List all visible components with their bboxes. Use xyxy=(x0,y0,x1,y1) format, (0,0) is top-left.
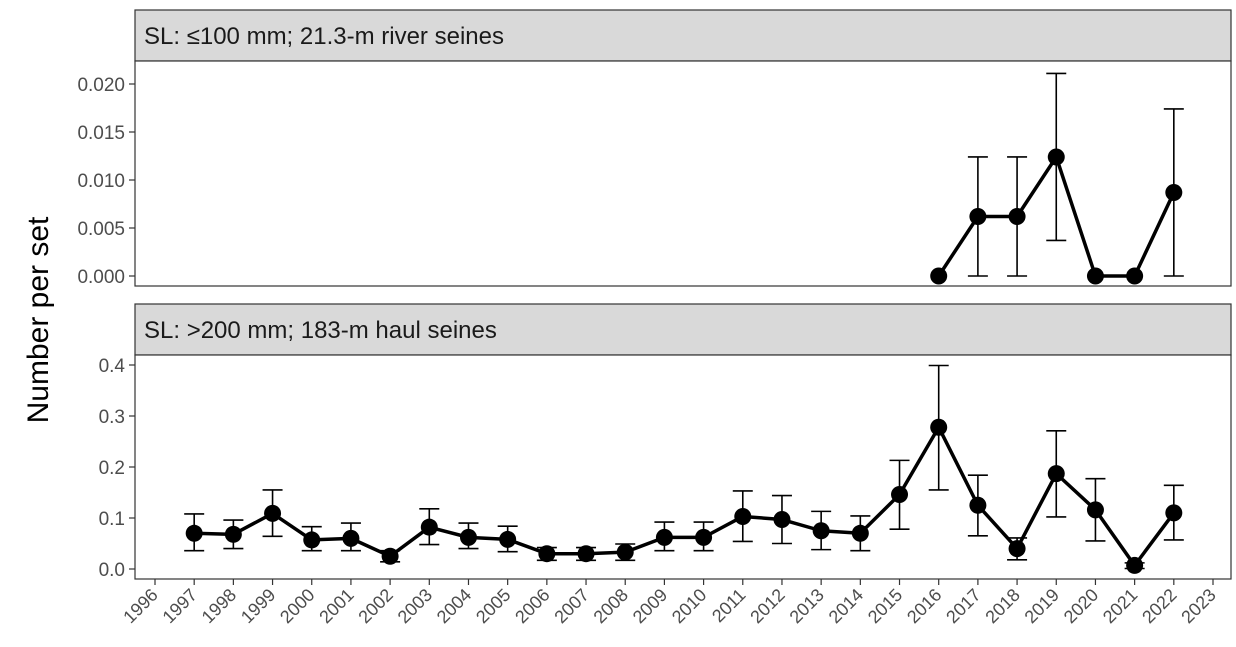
panel-1-series xyxy=(930,72,1184,285)
data-point xyxy=(499,530,517,548)
x-tick-label: 2010 xyxy=(668,585,710,627)
x-tick-label: 2022 xyxy=(1138,585,1180,627)
data-point xyxy=(1086,501,1104,519)
data-point xyxy=(1165,183,1183,201)
data-point xyxy=(812,522,830,540)
data-point xyxy=(851,524,869,542)
panel-1-strip xyxy=(134,9,1232,62)
data-point xyxy=(734,507,752,525)
x-tick-label: 2014 xyxy=(825,585,867,627)
data-point xyxy=(695,528,713,546)
data-point xyxy=(1126,267,1144,285)
data-point xyxy=(1047,148,1065,166)
x-tick-label: 2000 xyxy=(276,585,318,627)
x-tick-label: 2002 xyxy=(354,585,396,627)
panel-2-series xyxy=(184,364,1184,574)
x-axis-ticks: 1996199719981999200020012002200320042005… xyxy=(119,579,1220,627)
data-point xyxy=(538,545,556,563)
data-point xyxy=(1008,207,1026,225)
x-tick-label: 2001 xyxy=(315,585,357,627)
panel-1: SL: ≤100 mm; 21.3-m river seines 0.0000.… xyxy=(77,9,1232,288)
panel-2: SL: >200 mm; 183-m haul seines 0.0 0.1 0.2… xyxy=(99,303,1232,581)
panel-1-y-ticks: 0.000 0.005 0.010 0.015 0.020 xyxy=(77,75,135,288)
data-point xyxy=(969,496,987,514)
data-point xyxy=(577,545,595,563)
panel-1-y-tick-label: 0.000 xyxy=(77,267,125,288)
x-tick-label: 2016 xyxy=(903,585,945,627)
x-tick-label: 2009 xyxy=(629,585,671,627)
x-tick-label: 2004 xyxy=(433,585,475,627)
data-point xyxy=(459,528,477,546)
x-tick-label: 2012 xyxy=(746,585,788,627)
panel-2-y-tick-label: 0.1 xyxy=(99,509,125,530)
data-point xyxy=(1047,465,1065,483)
x-tick-label: 2013 xyxy=(786,585,828,627)
x-tick-label: 1999 xyxy=(237,585,279,627)
data-point xyxy=(655,528,673,546)
panel-1-y-tick-label: 0.010 xyxy=(77,171,125,192)
x-tick-label: 2018 xyxy=(981,585,1023,627)
panel-1-y-tick-label: 0.005 xyxy=(77,219,125,240)
data-point xyxy=(420,518,438,536)
x-tick-label: 1996 xyxy=(119,585,161,627)
panel-1-y-tick-label: 0.020 xyxy=(77,75,125,96)
data-point xyxy=(1126,556,1144,574)
data-point xyxy=(342,529,360,547)
data-point xyxy=(616,543,634,561)
data-point xyxy=(773,511,791,529)
x-tick-label: 2008 xyxy=(590,585,632,627)
panel-1-y-tick-label: 0.015 xyxy=(77,123,125,144)
data-point xyxy=(381,547,399,565)
y-axis-title: Number per set xyxy=(22,216,55,423)
data-point xyxy=(224,525,242,543)
panel-2-strip xyxy=(134,303,1232,356)
data-point xyxy=(264,504,282,522)
data-point xyxy=(969,207,987,225)
x-tick-label: 2023 xyxy=(1177,585,1219,627)
x-tick-label: 2020 xyxy=(1060,585,1102,627)
panel-2-y-tick-label: 0.2 xyxy=(99,458,125,479)
x-tick-label: 2011 xyxy=(708,585,750,627)
x-tick-label: 2015 xyxy=(864,585,906,627)
data-point xyxy=(930,418,948,436)
data-point xyxy=(1165,504,1183,522)
panel-2-y-tick-label: 0.4 xyxy=(99,356,126,377)
data-point xyxy=(891,486,909,504)
data-point xyxy=(185,524,203,542)
x-tick-label: 1998 xyxy=(198,585,240,627)
data-point xyxy=(1008,540,1026,558)
x-tick-label: 1997 xyxy=(159,585,201,627)
x-tick-label: 2019 xyxy=(1021,585,1063,627)
panel-2-strip-label: SL: >200 mm; 183-m haul seines xyxy=(144,317,497,344)
panel-2-y-tick-label: 0.0 xyxy=(99,560,125,581)
x-tick-label: 2021 xyxy=(1099,585,1141,627)
x-tick-label: 2003 xyxy=(394,585,436,627)
x-tick-label: 2005 xyxy=(472,585,514,627)
panel-2-plot-border xyxy=(134,354,1232,580)
panel-1-strip-label: SL: ≤100 mm; 21.3-m river seines xyxy=(144,23,504,50)
x-tick-label: 2017 xyxy=(942,585,984,627)
x-tick-label: 2007 xyxy=(550,585,592,627)
x-tick-label: 2006 xyxy=(511,585,553,627)
data-point xyxy=(930,267,948,285)
data-point xyxy=(303,531,321,549)
panel-2-y-tick-label: 0.3 xyxy=(99,407,125,428)
panel-2-y-ticks: 0.0 0.1 0.2 0.3 0.4 xyxy=(99,356,135,581)
data-point xyxy=(1086,267,1104,285)
panel-1-plot-border xyxy=(134,60,1232,287)
